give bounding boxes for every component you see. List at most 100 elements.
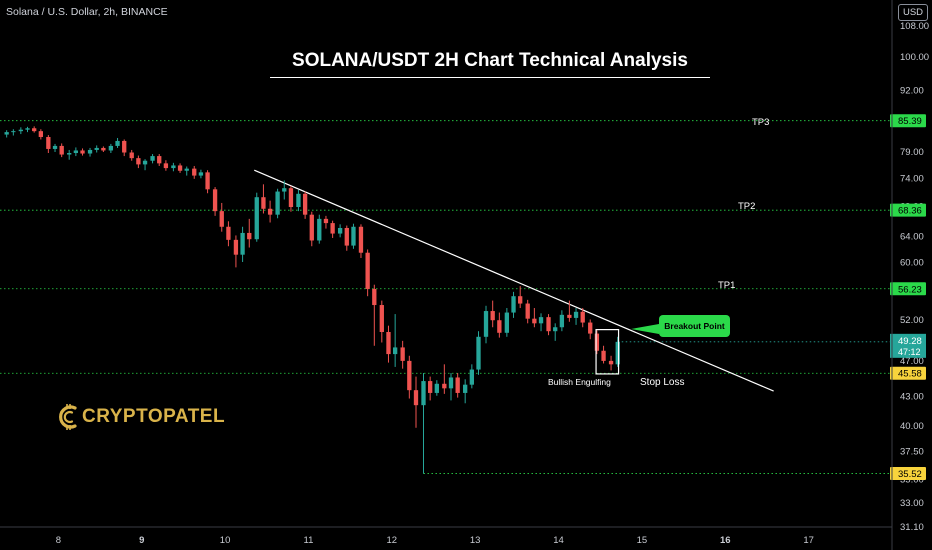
price-tag-text: 45.58 — [898, 369, 922, 380]
candle-body — [198, 172, 204, 176]
bullish-engulfing-box — [595, 329, 620, 375]
candle-body — [546, 317, 551, 332]
candle — [32, 126, 37, 133]
candle-body — [594, 333, 600, 351]
candle — [448, 373, 454, 401]
candle-body — [532, 318, 537, 324]
x-tick-label: 16 — [720, 535, 731, 546]
candle-body — [122, 140, 127, 153]
candle-body — [267, 208, 273, 215]
candle — [157, 154, 162, 166]
x-tick-label: 15 — [637, 535, 648, 546]
candle — [275, 188, 280, 219]
price-tag-text: 85.39 — [898, 116, 922, 127]
overlays — [595, 329, 620, 375]
price-axis: 108.00100.0092.0085.0079.0074.0069.0064.… — [890, 0, 929, 550]
candle — [351, 223, 356, 249]
candle — [532, 308, 537, 328]
candle — [184, 166, 189, 176]
candle — [546, 314, 551, 336]
candle — [372, 284, 377, 346]
candle — [463, 379, 468, 404]
candle-body — [337, 227, 343, 234]
candle — [282, 180, 287, 200]
candle-body — [52, 145, 58, 149]
candle-body — [212, 189, 218, 212]
candle — [525, 299, 530, 324]
candle — [205, 170, 210, 194]
candle — [386, 325, 391, 363]
y-tick-label: 108.00 — [900, 21, 929, 32]
candle — [18, 127, 23, 135]
brand-name: CRYPTOPATEL — [82, 406, 226, 427]
y-tick-label: 43.00 — [900, 392, 924, 403]
currency-button[interactable]: USD — [898, 4, 928, 21]
candle — [171, 162, 176, 172]
candle-body — [386, 331, 391, 355]
candle-body — [94, 147, 99, 150]
candle — [240, 226, 245, 262]
y-tick-label: 33.00 — [900, 498, 924, 509]
candle-body — [553, 327, 558, 332]
candle-body — [317, 218, 322, 241]
candle-body — [233, 239, 239, 255]
candle — [567, 300, 572, 322]
candle-body — [150, 156, 155, 161]
candle-body — [511, 296, 516, 313]
symbol-header: Solana / U.S. Dollar, 2h, BINANCE — [6, 6, 168, 18]
candle-body — [379, 305, 384, 332]
candle — [129, 149, 134, 161]
candle-body — [580, 311, 585, 323]
x-tick-label: 14 — [553, 535, 564, 546]
candle — [379, 300, 384, 343]
candle-body — [483, 311, 489, 337]
chart-title: SOLANA/USDT 2H Chart Technical Analysis — [270, 50, 710, 78]
brand-logo: CRYPTOPATEL — [58, 402, 225, 432]
candle-body — [80, 150, 85, 154]
candle — [469, 364, 474, 389]
candle — [421, 373, 426, 474]
candle-body — [573, 311, 579, 318]
candle — [428, 376, 433, 401]
candle-body — [434, 383, 439, 393]
candle-body — [240, 232, 245, 255]
level-lines — [0, 120, 892, 474]
candle — [254, 192, 259, 242]
candle — [413, 376, 419, 428]
candle-body — [25, 128, 30, 130]
price-tag-56.23 — [890, 282, 926, 296]
y-tick-label: 92.00 — [900, 86, 924, 97]
candle-body — [538, 317, 544, 324]
candle — [497, 312, 502, 338]
stop-loss-label: Stop Loss — [640, 377, 685, 388]
candle — [407, 355, 412, 399]
candle-body — [504, 312, 510, 333]
bullish-engulfing-label: Bullish Engulfing — [548, 377, 611, 387]
candle — [434, 380, 439, 396]
candle-body — [309, 214, 314, 241]
candle-body — [142, 160, 148, 165]
price-tag-text: 68.36 — [898, 206, 922, 217]
candle-body — [288, 188, 294, 208]
price-tag-text: 35.52 — [898, 469, 922, 480]
candle — [504, 308, 510, 337]
candle-body — [421, 381, 426, 406]
candle — [601, 345, 606, 364]
candle-body — [518, 296, 523, 304]
candle-body — [67, 153, 72, 155]
candle-body — [372, 288, 377, 306]
x-tick-label: 11 — [304, 535, 314, 546]
candle-body — [38, 131, 44, 137]
candle — [296, 189, 301, 212]
candle-body — [323, 218, 329, 224]
candle-body — [11, 131, 16, 133]
candle — [4, 130, 9, 138]
current-price-tag — [890, 333, 926, 358]
candle — [67, 149, 72, 160]
candle — [108, 143, 114, 154]
candle-countdown: 47:12 — [898, 347, 921, 357]
candle — [247, 218, 252, 248]
candle-body — [275, 191, 280, 215]
candle-body — [392, 347, 398, 355]
